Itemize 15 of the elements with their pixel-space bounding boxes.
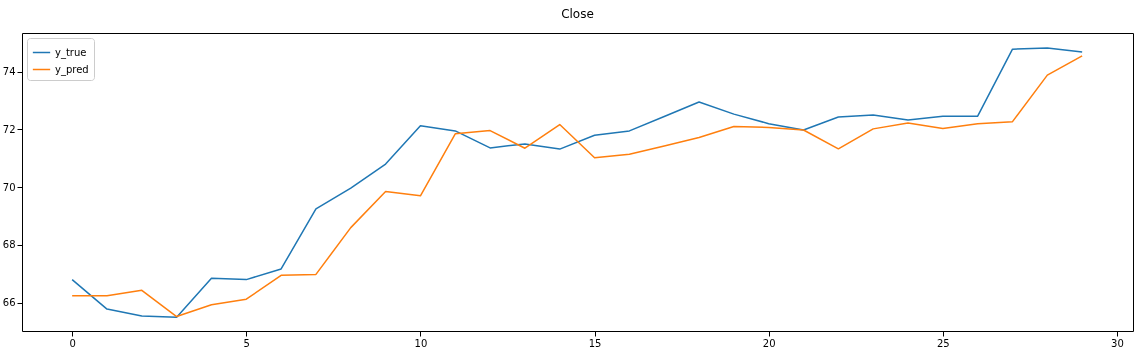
x-tick-label: 15 [588, 337, 602, 349]
x-tick-label: 30 [1111, 337, 1124, 349]
x-tick-label: 0 [69, 337, 76, 349]
x-tick-label: 5 [243, 337, 250, 349]
legend-label: y_true [55, 46, 87, 59]
x-tick-label: 25 [936, 337, 950, 349]
y-tick-label: 70 [2, 181, 16, 193]
y-tick-label: 68 [2, 239, 16, 251]
chart-title: Close [561, 7, 594, 21]
y-tick-label: 72 [2, 123, 16, 135]
y-tick-label: 66 [2, 297, 16, 309]
x-tick-label: 10 [414, 337, 428, 349]
y-tick-label: 74 [2, 66, 16, 78]
legend-label: y_pred [55, 63, 89, 76]
x-tick-label: 20 [762, 337, 776, 349]
